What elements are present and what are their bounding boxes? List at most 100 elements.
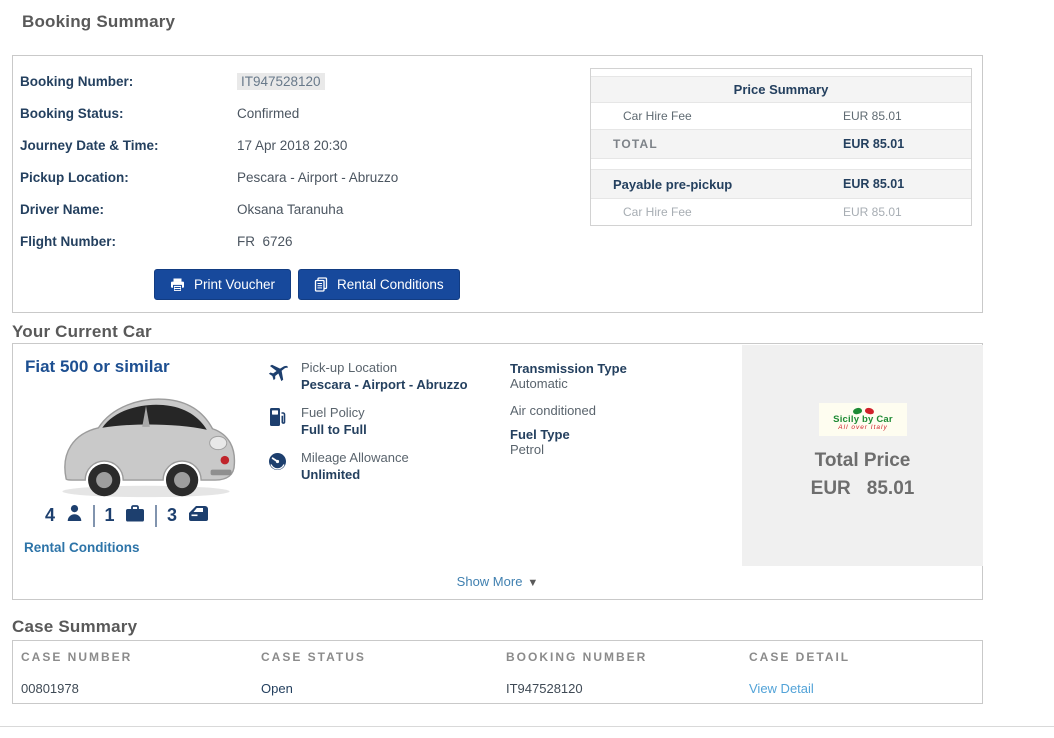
- booking-summary-heading: Booking Summary: [22, 12, 176, 31]
- print-voucher-label: Print Voucher: [194, 277, 276, 292]
- field-label: Driver Name:: [20, 201, 105, 217]
- price-summary-table: Price Summary Car Hire Fee EUR 85.01 TOT…: [590, 68, 972, 226]
- field-label: Booking Number:: [20, 73, 134, 89]
- booking-fields: Booking Number: IT947528120 Booking Stat…: [20, 65, 398, 257]
- detail-label: Mileage Allowance: [301, 450, 409, 465]
- field-label: Booking Status:: [20, 105, 124, 121]
- chevron-down-icon: ▼: [527, 577, 539, 589]
- booking-status-value: Confirmed: [237, 105, 300, 121]
- total-value: EUR 85.01: [843, 137, 905, 151]
- total-label: TOTAL: [613, 137, 658, 151]
- vendor-logo-slogan: All over Italy: [838, 424, 888, 431]
- rental-conditions-button[interactable]: Rental Conditions: [298, 269, 460, 300]
- seats-count: 4: [45, 505, 56, 525]
- total-price-amount: 85.01: [866, 478, 915, 499]
- view-detail-link[interactable]: View Detail: [749, 681, 814, 696]
- field-label: Journey Date & Time:: [20, 137, 159, 153]
- detail-label: Pick-up Location: [301, 360, 398, 375]
- booking-number-value: IT947528120: [237, 72, 325, 90]
- spec-divider: [92, 504, 95, 527]
- price-table-spacer: [591, 69, 971, 76]
- current-car-heading: Your Current Car: [12, 322, 152, 341]
- price-summary-title: Price Summary: [591, 76, 971, 103]
- case-table-row: 00801978 Open IT947528120 View Detail: [13, 664, 982, 696]
- plane-icon: [268, 360, 301, 392]
- spec-divider: [155, 504, 158, 527]
- price-row-payable-prepickup: Payable pre-pickup EUR 85.01: [591, 169, 971, 199]
- detail-fuel-policy: Fuel Policy Full to Full: [268, 405, 468, 437]
- fee-label: Car Hire Fee: [623, 109, 692, 123]
- field-journey-datetime: Journey Date & Time: 17 Apr 2018 20:30: [20, 129, 398, 161]
- flight-number-value: FR 6726: [237, 233, 293, 249]
- total-price-panel: Sicily by Car All over Italy Total Price…: [742, 345, 983, 566]
- col-case-detail: CASE DETAIL: [749, 650, 851, 664]
- car-details-column: Pick-up Location Pescara - Airport - Abr…: [268, 360, 468, 495]
- col-case-number: CASE NUMBER: [21, 650, 133, 664]
- case-status-value: Open: [261, 681, 293, 696]
- case-summary-heading: Case Summary: [12, 617, 138, 636]
- car-door-icon: [188, 505, 209, 527]
- field-driver-name: Driver Name: Oksana Taranuha: [20, 193, 398, 225]
- total-price-value: EUR 85.01: [742, 478, 983, 500]
- pickup-location-value: Pescara - Airport - Abruzzo: [237, 169, 399, 185]
- detail-value: Full to Full: [301, 422, 367, 437]
- speedometer-icon: [268, 450, 301, 482]
- page-bottom-divider: [0, 726, 1054, 727]
- field-label: Pickup Location:: [20, 169, 129, 185]
- payable-value: EUR 85.01: [843, 177, 905, 191]
- car-specs: 4 1 3: [45, 504, 209, 527]
- detail-pickup-location: Pick-up Location Pescara - Airport - Abr…: [268, 360, 468, 392]
- show-more-label: Show More: [456, 574, 523, 589]
- detail-label: Fuel Policy: [301, 405, 365, 420]
- transmission-type-label: Transmission Type: [510, 361, 627, 376]
- detail-value: Unlimited: [301, 467, 361, 482]
- vendor-logo-text: Sicily by Car: [833, 413, 893, 425]
- car-image: [51, 384, 241, 507]
- booking-actions: Print Voucher Rental Conditions: [154, 269, 460, 300]
- total-price-currency: EUR: [810, 478, 851, 499]
- fuel-type-label: Fuel Type: [510, 427, 570, 442]
- rental-conditions-link[interactable]: Rental Conditions: [24, 540, 140, 555]
- doors-count: 3: [167, 505, 178, 525]
- detail-mileage-allowance: Mileage Allowance Unlimited: [268, 450, 468, 482]
- field-pickup-location: Pickup Location: Pescara - Airport - Abr…: [20, 161, 398, 193]
- field-flight-number: Flight Number: FR 6726: [20, 225, 398, 257]
- price-row-car-hire-fee: Car Hire Fee EUR 85.01: [591, 103, 971, 129]
- document-icon: [314, 277, 328, 292]
- detail-value: Pescara - Airport - Abruzzo: [301, 377, 468, 392]
- transmission-type-value: Automatic: [510, 376, 568, 391]
- fuel-pump-icon: [268, 405, 301, 437]
- payable-fee-value: EUR 85.01: [843, 205, 902, 219]
- price-row-payable-car-hire-fee: Car Hire Fee EUR 85.01: [591, 199, 971, 225]
- bags-count: 1: [104, 505, 116, 525]
- rental-conditions-button-label: Rental Conditions: [337, 277, 444, 292]
- vendor-logo-icon: [851, 406, 875, 415]
- booking-summary-panel: Booking Number: IT947528120 Booking Stat…: [12, 55, 983, 313]
- price-row-total: TOTAL EUR 85.01: [591, 129, 971, 159]
- journey-datetime-value: 17 Apr 2018 20:30: [237, 137, 348, 153]
- total-price-label: Total Price: [814, 450, 911, 471]
- payable-fee-label: Car Hire Fee: [623, 205, 692, 219]
- case-booking-number-value: IT947528120: [506, 681, 583, 696]
- current-car-panel: Fiat 500 or similar 4 1: [12, 343, 983, 600]
- fuel-type-value: Petrol: [510, 442, 544, 457]
- field-booking-number: Booking Number: IT947528120: [20, 65, 398, 97]
- car-model-name: Fiat 500 or similar: [25, 357, 170, 376]
- briefcase-icon: [125, 504, 145, 527]
- case-number-value: 00801978: [21, 681, 79, 696]
- show-more-toggle[interactable]: Show More ▼: [13, 574, 982, 589]
- field-booking-status: Booking Status: Confirmed: [20, 97, 398, 129]
- vendor-logo: Sicily by Car All over Italy: [819, 403, 907, 436]
- price-table-gap: [591, 159, 971, 169]
- print-voucher-button[interactable]: Print Voucher: [154, 269, 292, 300]
- col-case-status: CASE STATUS: [261, 650, 366, 664]
- fee-value: EUR 85.01: [843, 109, 902, 123]
- car-features-column: Transmission Type Automatic Air conditio…: [510, 360, 627, 466]
- driver-name-value: Oksana Taranuha: [237, 201, 344, 217]
- field-label: Flight Number:: [20, 233, 116, 249]
- printer-icon: [170, 278, 185, 292]
- payable-label: Payable pre-pickup: [613, 176, 733, 192]
- case-table-header: CASE NUMBER CASE STATUS BOOKING NUMBER C…: [13, 641, 982, 664]
- person-icon: [66, 504, 83, 527]
